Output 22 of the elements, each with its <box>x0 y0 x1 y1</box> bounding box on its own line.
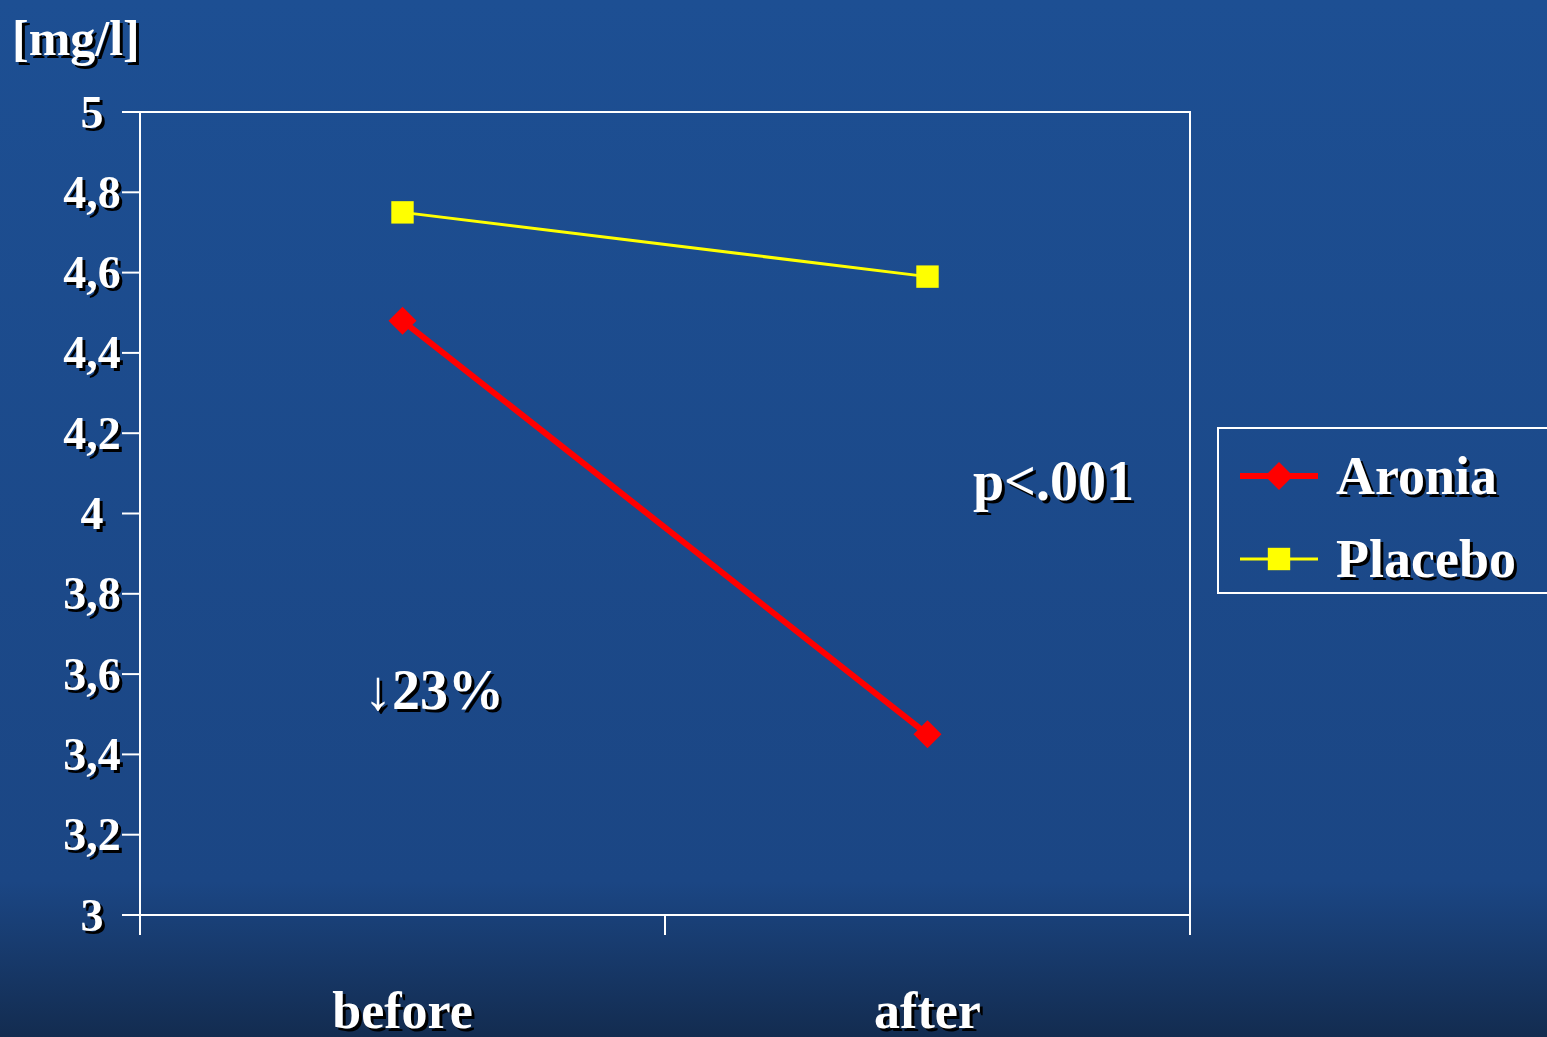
y-tick-label: 4,8 <box>66 169 124 221</box>
point <box>391 201 414 224</box>
y-tick-label: 4,4 <box>66 330 124 382</box>
y-tick-label: 3,4 <box>66 731 124 783</box>
y-tick-label: 3,6 <box>66 651 124 703</box>
y-tick-label: 5 <box>83 89 107 141</box>
point <box>913 720 942 749</box>
y-tick-label: 4,6 <box>66 250 124 302</box>
point <box>916 265 939 288</box>
point <box>388 306 417 335</box>
x-tick-label: after <box>874 982 981 1037</box>
y-tick-label: 3,2 <box>66 812 124 864</box>
y-tick-label: 3,8 <box>66 571 124 623</box>
annotation: p<.001 <box>975 453 1138 516</box>
y-tick-label: 4 <box>83 491 107 542</box>
y-axis-title: [mg/l] <box>15 13 143 69</box>
legend-label: Aronia <box>1336 446 1498 506</box>
annotation: ↓23% <box>367 662 507 725</box>
legend-label: Placebo <box>1336 529 1516 589</box>
x-tick-label: before <box>332 982 473 1037</box>
y-tick-label: 3 <box>83 892 107 944</box>
y-tick-label: 4,2 <box>66 410 124 462</box>
